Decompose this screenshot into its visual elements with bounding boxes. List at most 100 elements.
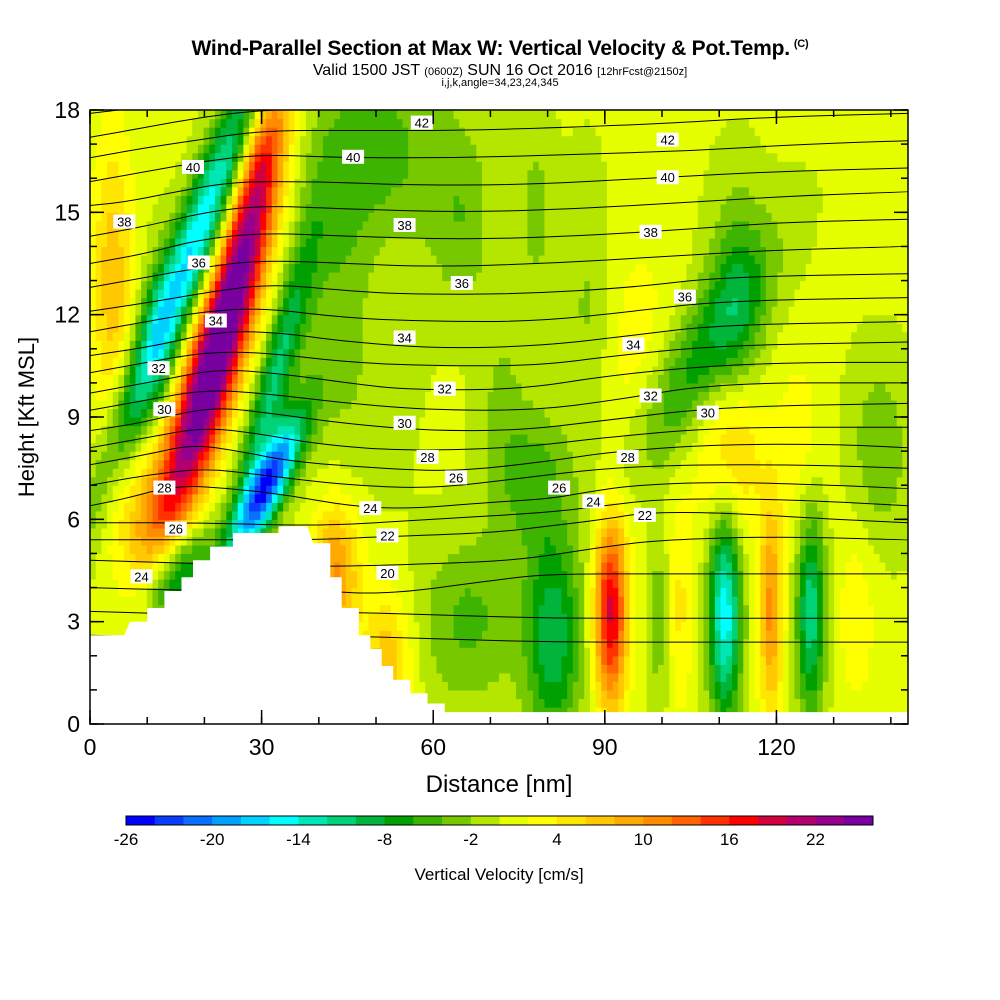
w-cell: [124, 434, 131, 444]
w-cell: [641, 544, 648, 555]
w-cell: [589, 672, 597, 682]
w-cell: [351, 485, 358, 495]
w-cell: [294, 442, 301, 452]
w-cell: [635, 468, 642, 478]
w-cell: [447, 561, 455, 572]
w-cell: [374, 476, 381, 486]
w-cell: [720, 510, 727, 520]
w-cell: [368, 613, 375, 623]
w-cell: [572, 698, 580, 708]
w-cell: [703, 442, 710, 452]
w-cell: [794, 664, 801, 674]
w-cell: [345, 544, 352, 555]
w-cell: [550, 706, 557, 717]
w-cell: [851, 613, 858, 623]
w-cell: [777, 468, 784, 478]
w-cell: [817, 621, 824, 631]
w-cell: [697, 681, 705, 691]
w-cell: [464, 672, 472, 682]
w-cell: [720, 638, 727, 648]
w-cell: [856, 638, 864, 648]
w-cell: [765, 476, 773, 486]
w-cell: [709, 476, 716, 486]
w-cell: [771, 544, 778, 555]
w-cell: [135, 510, 142, 520]
w-cell: [538, 502, 546, 512]
w-cell: [470, 587, 477, 597]
w-cell: [283, 459, 290, 469]
w-cell: [175, 476, 182, 486]
w-cell: [271, 459, 279, 469]
w-cell: [686, 698, 693, 708]
w-cell: [487, 536, 494, 546]
w-cell: [902, 681, 908, 691]
w-cell: [686, 553, 693, 563]
w-cell: [442, 536, 449, 546]
w-cell: [805, 561, 813, 572]
w-cell: [214, 493, 222, 503]
w-cell: [504, 638, 511, 648]
w-cell: [385, 553, 392, 563]
w-cell: [856, 485, 864, 495]
w-cell: [589, 459, 597, 469]
w-cell: [811, 655, 818, 665]
w-cell: [391, 544, 398, 555]
w-cell: [197, 493, 205, 503]
w-cell: [112, 544, 119, 555]
w-cell: [731, 468, 739, 478]
w-cell: [652, 561, 659, 572]
w-cell: [885, 579, 892, 589]
w-cell: [783, 672, 790, 682]
w-cell: [885, 681, 892, 691]
w-cell: [748, 689, 756, 700]
w-cell: [550, 698, 557, 708]
w-cell: [481, 451, 489, 461]
w-cell: [504, 476, 511, 486]
w-cell: [737, 579, 744, 589]
w-cell: [612, 434, 619, 444]
w-cell: [192, 434, 199, 444]
w-cell: [612, 579, 619, 589]
w-cell: [425, 493, 432, 503]
w-cell: [811, 434, 818, 444]
w-cell: [731, 698, 739, 708]
w-cell: [856, 476, 864, 486]
w-cell: [646, 672, 653, 682]
w-cell: [578, 706, 585, 717]
w-cell: [817, 459, 824, 469]
w-cell: [748, 519, 756, 529]
w-cell: [765, 638, 773, 648]
w-cell: [408, 434, 415, 444]
w-cell: [419, 664, 426, 674]
w-cell: [669, 689, 676, 700]
w-cell: [663, 681, 671, 691]
w-cell: [408, 544, 415, 555]
w-cell: [544, 630, 551, 640]
w-cell: [805, 587, 813, 597]
w-cell: [499, 434, 506, 444]
w-cell: [521, 476, 528, 486]
w-cell: [124, 425, 131, 435]
w-cell: [845, 553, 852, 563]
w-cell: [606, 570, 614, 580]
w-cell: [186, 502, 193, 512]
w-cell: [584, 536, 591, 546]
w-cell: [641, 561, 648, 572]
w-cell: [680, 587, 688, 597]
w-cell: [442, 630, 449, 640]
w-cell: [743, 434, 750, 444]
w-cell: [487, 630, 494, 640]
w-cell: [214, 451, 222, 461]
w-cell: [243, 493, 250, 503]
w-cell: [868, 459, 875, 469]
w-cell: [107, 442, 114, 452]
w-cell: [499, 519, 506, 529]
w-cell: [641, 527, 648, 537]
w-cell: [788, 655, 795, 665]
w-cell: [765, 570, 773, 580]
w-cell: [783, 502, 790, 512]
w-cell: [805, 519, 813, 529]
w-cell: [561, 434, 568, 444]
w-cell: [794, 672, 801, 682]
w-cell: [470, 621, 477, 631]
